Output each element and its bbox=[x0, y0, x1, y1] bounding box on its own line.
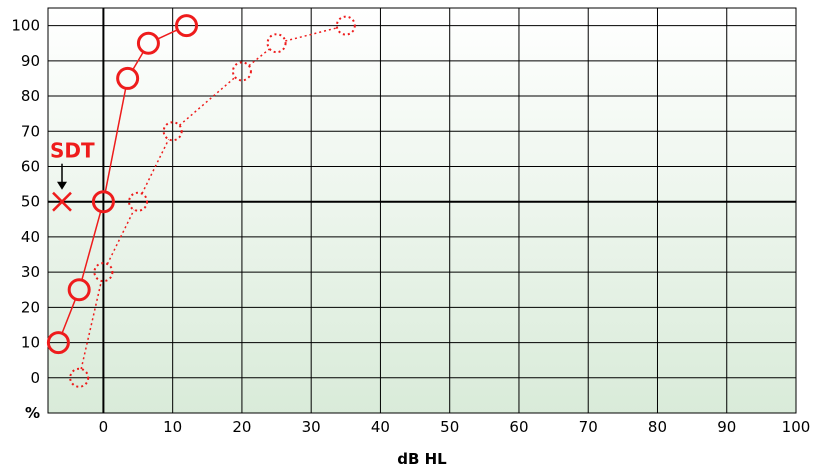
data-point bbox=[335, 15, 356, 36]
grid-lines bbox=[47, 7, 797, 414]
y-tick-label: 10 bbox=[21, 334, 40, 352]
x-tick-label: 30 bbox=[302, 418, 321, 436]
y-tick-label: 70 bbox=[21, 122, 40, 140]
x-tick-label: 60 bbox=[509, 418, 528, 436]
data-point bbox=[91, 190, 115, 214]
data-point bbox=[128, 191, 149, 212]
x-tick-label: 80 bbox=[648, 418, 667, 436]
x-tick-label: 40 bbox=[371, 418, 390, 436]
series-segment bbox=[132, 51, 144, 71]
y-tick-label: 0 bbox=[30, 369, 40, 387]
plot-background bbox=[48, 8, 796, 413]
data-point bbox=[46, 331, 70, 355]
x-tick-label: 10 bbox=[163, 418, 182, 436]
series-segment bbox=[178, 76, 236, 126]
axis-labels: 0 10 20 30 40 50 60 70 80 90 100 0 10 20 30 40 50 60 70 80 9… bbox=[11, 17, 810, 468]
data-point bbox=[162, 121, 183, 142]
data-point bbox=[266, 33, 287, 54]
series-segment bbox=[285, 27, 338, 42]
series-layer bbox=[46, 14, 356, 388]
x-tick-label: 100 bbox=[782, 418, 811, 436]
x-tick-label: 0 bbox=[99, 418, 109, 436]
y-tick-label: 50 bbox=[21, 193, 40, 211]
sdt-x-marker bbox=[52, 191, 72, 212]
annotation-layer: SDT bbox=[50, 139, 95, 212]
data-point bbox=[175, 14, 199, 38]
data-point bbox=[69, 367, 90, 388]
series-segment bbox=[106, 209, 135, 265]
x-tick-label: 70 bbox=[579, 418, 598, 436]
series-segment bbox=[104, 88, 127, 193]
data-point bbox=[116, 66, 140, 90]
plot-border bbox=[47, 7, 797, 414]
x-axis-label: dB HL bbox=[397, 450, 447, 468]
data-point bbox=[67, 278, 91, 302]
data-point bbox=[136, 31, 160, 55]
sdt-arrow-head bbox=[57, 181, 67, 190]
x-tick-label: 90 bbox=[717, 418, 736, 436]
series-segment bbox=[141, 139, 170, 194]
y-axis-unit-label: % bbox=[25, 404, 40, 422]
series-segment bbox=[61, 298, 77, 334]
y-tick-label: 30 bbox=[21, 263, 40, 281]
x-tick-label: 20 bbox=[232, 418, 251, 436]
series-segment bbox=[81, 211, 102, 281]
y-tick-label: 90 bbox=[21, 52, 40, 70]
sdt-label: SDT bbox=[50, 139, 95, 163]
series-segment bbox=[157, 29, 178, 40]
plot-area bbox=[48, 8, 796, 413]
y-tick-label: 40 bbox=[21, 228, 40, 246]
y-tick-label: 100 bbox=[11, 17, 40, 35]
y-tick-label: 60 bbox=[21, 157, 40, 175]
data-point bbox=[231, 61, 252, 82]
x-tick-label: 50 bbox=[440, 418, 459, 436]
y-tick-label: 20 bbox=[21, 298, 40, 316]
data-point bbox=[93, 262, 114, 283]
series-segment bbox=[80, 280, 103, 370]
y-tick-label: 80 bbox=[21, 87, 40, 105]
